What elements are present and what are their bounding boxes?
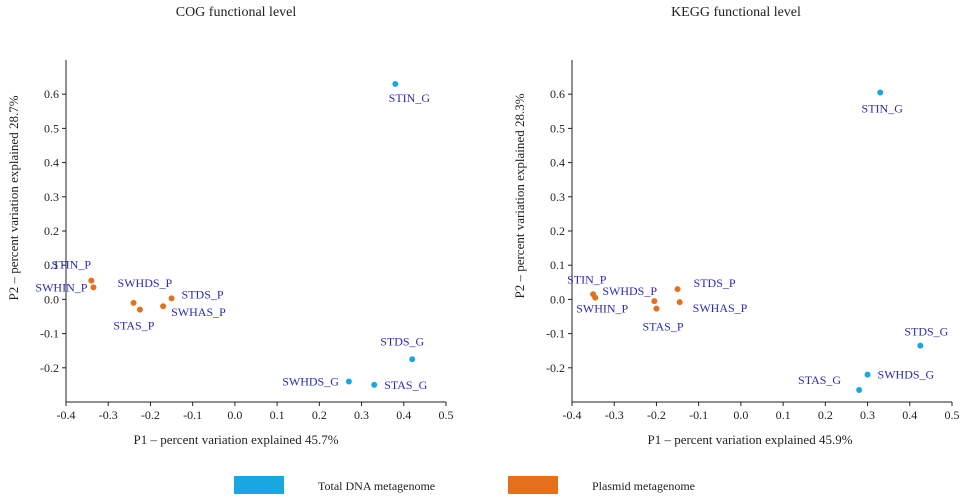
cog-point-stas-g — [371, 381, 378, 388]
kegg-label-stin-p: STIN_P — [567, 272, 607, 286]
kegg-x-tick-label: -0.1 — [689, 408, 708, 422]
legend-label-plasmid: Plasmid metagenome — [592, 479, 695, 493]
cog-y-tick-label: 0.4 — [44, 156, 59, 170]
cog-label-stds-g: STDS_G — [380, 334, 424, 348]
cog-label-swhin-p: SWHIN_P — [35, 280, 87, 294]
kegg-label-stas-p: STAS_P — [642, 320, 683, 334]
kegg-y-tick-label: 0.6 — [550, 87, 565, 101]
kegg-label-swhds-p: SWHDS_P — [602, 284, 657, 298]
kegg-y-tick-label: 0.1 — [550, 258, 565, 272]
kegg-label-swhds-g: SWHDS_G — [878, 368, 935, 382]
kegg-x-tick-label: 0.3 — [860, 408, 875, 422]
kegg-x-tick-label: -0.2 — [647, 408, 666, 422]
cog-y-tick-label: -0.1 — [40, 327, 59, 341]
kegg-x-tick-label: 0.5 — [945, 408, 960, 422]
kegg-x-tick-label: -0.4 — [563, 408, 582, 422]
cog-point-stds-g — [409, 356, 416, 363]
cog-label-swhas-p: SWHAS_P — [171, 305, 226, 319]
cog-label-stas-g: STAS_G — [384, 378, 427, 392]
kegg-y-tick-label: 0.5 — [550, 121, 565, 135]
cog-x-tick-label: 0.4 — [396, 408, 411, 422]
cog-y-tick-label: 0.5 — [44, 121, 59, 135]
kegg-y-axis-label: P2 – percent variation explained 28.3% — [512, 93, 527, 298]
cog-label-stds-p: STDS_P — [182, 287, 224, 301]
cog-y-tick-label: 0.6 — [44, 87, 59, 101]
cog-x-tick-label: 0.2 — [312, 408, 327, 422]
legend-swatch-total-dna — [234, 476, 284, 494]
cog-y-tick-label: 0.2 — [44, 224, 59, 238]
cog-label-swhds-g: SWHDS_G — [282, 374, 339, 388]
kegg-label-swhin-p: SWHIN_P — [576, 302, 628, 316]
kegg-label-stas-g: STAS_G — [798, 373, 841, 387]
kegg-x-axis-label: P1 – percent variation explained 45.9% — [647, 432, 852, 447]
cog-x-tick-label: -0.1 — [183, 408, 202, 422]
kegg-label-stds-g: STDS_G — [904, 325, 948, 339]
cog-point-swhds-g — [345, 378, 352, 385]
kegg-x-tick-label: 0.4 — [902, 408, 917, 422]
cog-x-tick-label: 0.1 — [270, 408, 285, 422]
legend-swatch-plasmid — [508, 476, 558, 494]
cog-y-tick-label: 0.3 — [44, 190, 59, 204]
kegg-y-tick-label: -0.1 — [546, 327, 565, 341]
cog-y-tick-label: 0.0 — [44, 292, 59, 306]
kegg-point-swhas-p — [676, 299, 683, 306]
kegg-y-tick-label: 0.0 — [550, 292, 565, 306]
kegg-chart-panel: KEGG functional level P1 – percent varia… — [512, 5, 960, 447]
kegg-point-swhds-p — [651, 298, 658, 305]
kegg-y-tick-label: 0.2 — [550, 224, 565, 238]
cog-chart-panel: COG functional level P1 – percent variat… — [6, 5, 454, 447]
cog-chart-title: COG functional level — [176, 5, 297, 20]
kegg-point-stin-g — [877, 89, 884, 96]
cog-x-tick-label: 0.5 — [439, 408, 454, 422]
cog-point-stin-g — [392, 80, 399, 87]
kegg-chart-title: KEGG functional level — [671, 5, 801, 20]
cog-label-stin-p: STIN_P — [52, 258, 92, 272]
cog-x-axis-label: P1 – percent variation explained 45.7% — [133, 432, 338, 447]
kegg-y-tick-label: -0.2 — [546, 361, 565, 375]
cog-y-tick-label: -0.2 — [40, 361, 59, 375]
kegg-label-stds-p: STDS_P — [694, 276, 736, 290]
cog-x-tick-label: -0.2 — [141, 408, 160, 422]
kegg-label-stin-g: STIN_G — [862, 101, 904, 115]
cog-label-swhds-p: SWHDS_P — [118, 276, 173, 290]
cog-x-tick-label: -0.3 — [99, 408, 118, 422]
kegg-point-stds-p — [674, 286, 681, 293]
cog-label-stas-p: STAS_P — [113, 319, 154, 333]
cog-point-swhin-p — [90, 284, 97, 291]
kegg-y-tick-label: 0.4 — [550, 156, 565, 170]
cog-point-stas-p — [136, 306, 143, 313]
kegg-x-tick-label: -0.3 — [605, 408, 624, 422]
legend-label-total-dna: Total DNA metagenome — [318, 479, 435, 493]
cog-x-tick-label: -0.4 — [57, 408, 76, 422]
kegg-point-swhds-g — [864, 371, 871, 378]
cog-point-swhds-p — [130, 299, 137, 306]
cog-y-tick-label: 0.1 — [44, 258, 59, 272]
kegg-point-stas-g — [856, 387, 863, 394]
cog-point-stin-p — [88, 277, 95, 284]
kegg-y-tick-label: 0.3 — [550, 190, 565, 204]
cog-point-swhas-p — [160, 303, 167, 310]
kegg-point-stds-g — [917, 342, 924, 349]
cog-x-tick-label: 0.0 — [227, 408, 242, 422]
kegg-x-tick-label: 0.1 — [776, 408, 791, 422]
cog-label-stin-g: STIN_G — [389, 91, 431, 105]
kegg-label-swhas-p: SWHAS_P — [693, 301, 748, 315]
cog-y-axis-label: P2 – percent variation explained 28.7% — [6, 95, 21, 300]
chart-legend: Total DNA metagenome Plasmid metagenome — [234, 476, 695, 494]
kegg-x-tick-label: 0.0 — [733, 408, 748, 422]
kegg-x-tick-label: 0.2 — [818, 408, 833, 422]
cog-point-stds-p — [168, 295, 175, 302]
kegg-point-stas-p — [653, 305, 660, 312]
kegg-point-swhin-p — [592, 294, 599, 301]
cog-x-tick-label: 0.3 — [354, 408, 369, 422]
